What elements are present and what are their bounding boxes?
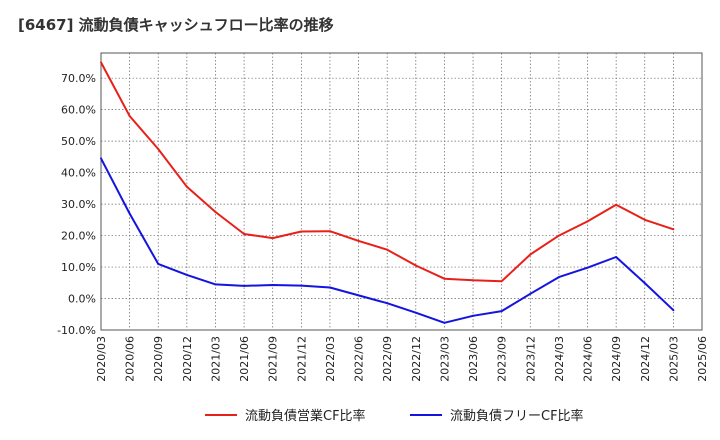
series-1-point — [100, 61, 102, 64]
legend-label-1: 流動負債営業CF比率 — [245, 408, 366, 424]
series-2-point — [443, 321, 446, 324]
y-tick-label: 70.0% — [61, 72, 96, 85]
series-1-point — [357, 239, 360, 242]
legend-label-2: 流動負債フリーCF比率 — [450, 408, 584, 424]
x-tick-label: 2025/06 — [696, 336, 709, 382]
series-2-point — [243, 284, 246, 287]
x-tick-label: 2022/09 — [381, 336, 394, 382]
x-tick-label: 2021/12 — [295, 336, 308, 382]
series-2-point — [128, 212, 131, 215]
series-2-point — [643, 282, 646, 285]
series-2-point — [100, 157, 102, 160]
x-tick-label: 2022/03 — [324, 336, 337, 382]
series-1-point — [128, 115, 131, 117]
series-1-point — [443, 277, 446, 280]
x-tick-label: 2024/09 — [610, 336, 623, 382]
series-2-point — [329, 286, 331, 289]
series-1-point — [414, 264, 417, 267]
series-1-point — [329, 230, 331, 233]
x-tick-label: 2020/06 — [124, 336, 137, 382]
x-tick-label: 2023/03 — [438, 336, 451, 382]
series-2-point — [185, 273, 188, 276]
series-1-point — [243, 233, 246, 235]
y-tick-label: 20.0% — [61, 230, 96, 243]
x-axis-ticks: 2020/03 2020/06 2020/09 2020/12 2021/03 2021/… — [95, 336, 709, 382]
series-2-point — [214, 283, 217, 286]
series-1-point — [472, 279, 474, 282]
x-tick-label: 2023/12 — [524, 336, 537, 382]
series-2-point — [529, 292, 532, 295]
series-2-point — [357, 294, 360, 297]
x-tick-label: 2022/12 — [410, 336, 423, 382]
x-tick-label: 2022/06 — [353, 336, 366, 382]
series-2-point — [386, 302, 389, 305]
series-1-point — [386, 248, 389, 251]
x-tick-label: 2020/09 — [152, 336, 165, 382]
series-1-point — [500, 280, 503, 283]
series-1-point — [672, 228, 675, 231]
series-2-point — [500, 310, 503, 313]
x-tick-label: 2024/06 — [582, 336, 595, 382]
x-tick-label: 2021/09 — [267, 336, 280, 382]
series-2-point — [271, 284, 274, 286]
x-tick-label: 2023/06 — [467, 336, 480, 382]
y-tick-label: 40.0% — [61, 167, 96, 180]
x-tick-label: 2021/06 — [238, 336, 251, 382]
plot-frame — [100, 52, 703, 331]
series-1-point — [529, 253, 532, 256]
x-tick-label: 2020/03 — [95, 336, 108, 382]
y-tick-label: 30.0% — [61, 198, 96, 211]
series-2-point — [472, 314, 474, 317]
series-2-point — [586, 266, 589, 269]
series-1-point — [586, 220, 589, 223]
y-tick-label: 50.0% — [61, 135, 96, 148]
chart-title: [6467] 流動負債キャッシュフロー比率の推移 — [18, 16, 334, 34]
y-tick-label: 60.0% — [61, 104, 96, 117]
y-tick-label: 0.0% — [68, 293, 96, 306]
legend: 流動負債営業CF比率 流動負債フリーCF比率 — [205, 408, 584, 424]
series-1-point — [643, 218, 646, 221]
series-1-point — [271, 237, 274, 240]
y-tick-label: 10.0% — [61, 261, 96, 274]
series-2-point — [157, 262, 160, 265]
series-2-point — [672, 309, 675, 312]
x-tick-label: 2025/03 — [667, 336, 680, 382]
series-1-point — [157, 148, 160, 150]
x-tick-label: 2021/03 — [209, 336, 222, 382]
series-1-point — [185, 185, 188, 188]
series-2-point — [557, 276, 560, 279]
grid-layer — [101, 53, 702, 331]
series-2-point — [414, 311, 417, 314]
series-layer — [100, 61, 675, 324]
series-1-point — [300, 230, 303, 233]
x-tick-label: 2024/12 — [639, 336, 652, 382]
series-2-point — [300, 284, 303, 287]
y-axis-ticks: -10.0% 0.0% 10.0% 20.0% 30.0% 40.0% 50.0% 60.0%… — [57, 72, 96, 337]
series-1-point — [214, 211, 217, 213]
x-tick-label: 2020/12 — [181, 336, 194, 382]
y-tick-label: -10.0% — [57, 324, 96, 337]
series-2-point — [615, 256, 618, 258]
x-tick-label: 2024/03 — [553, 336, 566, 382]
series-1-point — [615, 203, 618, 206]
x-tick-label: 2023/09 — [496, 336, 509, 382]
series-1-point — [557, 234, 560, 237]
